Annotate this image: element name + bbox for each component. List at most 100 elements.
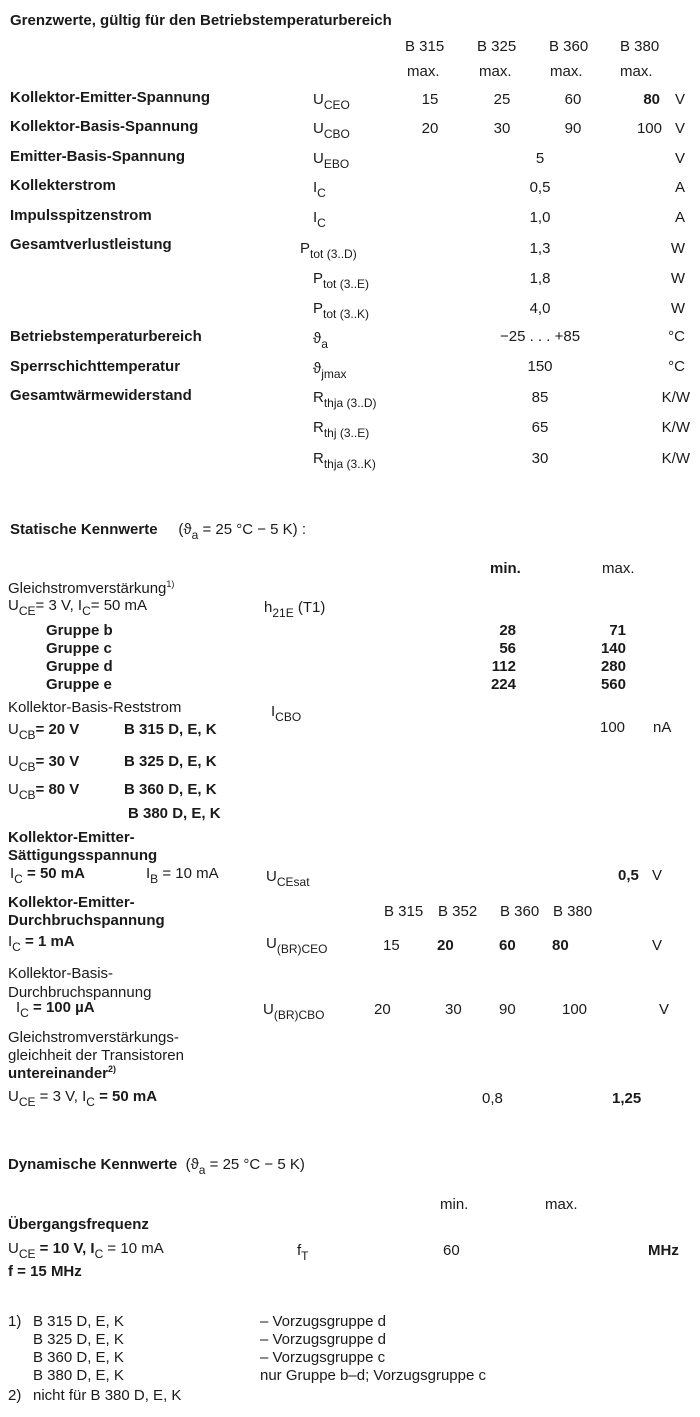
value: 30 bbox=[493, 120, 511, 137]
match-label: Gleichstromverstärkungs- bbox=[8, 1029, 179, 1046]
bcbo-symbol: U(BR)CBO bbox=[263, 1001, 325, 1022]
bceo-condition: IC = 1 mA bbox=[8, 933, 75, 954]
unit: K/W bbox=[661, 389, 690, 406]
unit: W bbox=[670, 270, 685, 287]
group-min: 224 bbox=[490, 676, 516, 693]
footnote-type: B 325 D, E, K bbox=[33, 1331, 124, 1348]
param-label: Gesamtverlustleistung bbox=[10, 236, 172, 253]
param-label: Kollektor-Emitter-Spannung bbox=[10, 89, 211, 106]
unit: V bbox=[674, 120, 685, 137]
sat-condition: IC = 50 mA bbox=[10, 865, 85, 886]
max-label: max. bbox=[545, 1196, 578, 1213]
unit: W bbox=[670, 240, 685, 257]
value: 150 bbox=[527, 358, 553, 375]
param-label: Sperrschichttemperatur bbox=[10, 358, 181, 375]
value: 85 bbox=[531, 389, 549, 406]
unit: A bbox=[674, 209, 685, 226]
limits-title: Grenzwerte, gültig für den Betriebstempe… bbox=[10, 12, 392, 29]
match-min: 0,8 bbox=[482, 1090, 503, 1107]
value: 1,3 bbox=[529, 240, 551, 257]
unit: W bbox=[670, 300, 685, 317]
icbo-types: B 380 D, E, K bbox=[128, 805, 221, 822]
symbol: Ptot (3..D) bbox=[300, 240, 357, 261]
ft-symbol: fT bbox=[297, 1242, 309, 1263]
gain-symbol: h21E (T1) bbox=[264, 599, 326, 620]
param-label: Impulsspitzenstrom bbox=[10, 207, 152, 224]
value: 100 bbox=[636, 120, 662, 137]
col-header: B 360 bbox=[549, 38, 589, 55]
param-label: Gesamtwärmewiderstand bbox=[10, 387, 192, 404]
max-label: max. bbox=[602, 560, 635, 577]
icbo-types: B 325 D, E, K bbox=[124, 753, 217, 770]
value: 90 bbox=[499, 1001, 516, 1018]
ft-condition: f = 15 MHz bbox=[8, 1263, 82, 1280]
col-header: B 315 bbox=[384, 903, 424, 920]
group-max: 560 bbox=[600, 676, 626, 693]
symbol: UEBO bbox=[313, 150, 350, 171]
col-header: B 352 bbox=[438, 903, 478, 920]
footnote-type: B 360 D, E, K bbox=[33, 1349, 124, 1366]
icbo-condition: UCB= 30 V bbox=[8, 753, 80, 774]
sat-condition: IB = 10 mA bbox=[146, 865, 219, 886]
symbol: Ptot (3..E) bbox=[313, 270, 370, 291]
icbo-types: B 315 D, E, K bbox=[124, 721, 217, 738]
value: 4,0 bbox=[529, 300, 551, 317]
min-label: min. bbox=[440, 1196, 469, 1213]
unit: V bbox=[674, 91, 685, 108]
value: 30 bbox=[531, 450, 549, 467]
gain-label: Gleichstromverstärkung1) bbox=[8, 579, 175, 598]
value: 1,0 bbox=[529, 209, 551, 226]
static-title: Statische Kennwerte (ϑa = 25 °C − 5 K) : bbox=[10, 521, 306, 542]
symbol: ϑjmax bbox=[313, 360, 347, 381]
unit: V bbox=[659, 1001, 670, 1018]
sat-label: Sättigungsspannung bbox=[8, 847, 158, 864]
col-header: B 380 bbox=[553, 903, 593, 920]
value: −25 . . . +85 bbox=[499, 328, 581, 345]
value: 15 bbox=[383, 937, 400, 954]
unit: V bbox=[674, 150, 685, 167]
symbol: Rthj (3..E) bbox=[313, 419, 370, 440]
icbo-symbol: ICBO bbox=[271, 703, 302, 724]
bcbo-label: Durchbruchspannung bbox=[8, 984, 152, 1001]
sat-symbol: UCEsat bbox=[266, 868, 310, 889]
value: 60 bbox=[564, 91, 582, 108]
value: 15 bbox=[421, 91, 439, 108]
dynamic-title: Dynamische Kennwerte (ϑa = 25 °C − 5 K) bbox=[8, 1156, 305, 1177]
footnote-note: – Vorzugsgruppe c bbox=[260, 1349, 386, 1366]
match-label: gleichheit der Transistoren bbox=[8, 1047, 184, 1064]
group-label: Gruppe e bbox=[46, 676, 112, 693]
symbol: Rthja (3..D) bbox=[313, 389, 377, 410]
footnote-note: – Vorzugsgruppe d bbox=[260, 1313, 386, 1330]
max-label: max. bbox=[479, 63, 512, 80]
value: 5 bbox=[535, 150, 545, 167]
group-max: 140 bbox=[600, 640, 626, 657]
footnote-type: B 380 D, E, K bbox=[33, 1367, 124, 1384]
value: 65 bbox=[531, 419, 549, 436]
footnote-marker: 1) bbox=[8, 1313, 22, 1330]
sat-label: Kollektor-Emitter- bbox=[8, 829, 135, 846]
icbo-condition: UCB= 80 V bbox=[8, 781, 80, 802]
max-label: max. bbox=[620, 63, 653, 80]
bceo-label: Durchbruchspannung bbox=[8, 912, 165, 929]
col-header: B 325 bbox=[477, 38, 517, 55]
unit: °C bbox=[668, 328, 685, 345]
col-header: B 380 bbox=[620, 38, 660, 55]
unit: A bbox=[674, 179, 685, 196]
value: 25 bbox=[493, 91, 511, 108]
icbo-types: B 360 D, E, K bbox=[124, 781, 217, 798]
param-label: Emitter-Basis-Spannung bbox=[10, 148, 186, 165]
group-label: Gruppe c bbox=[46, 640, 112, 657]
footnote-note: – Vorzugsgruppe d bbox=[260, 1331, 386, 1348]
symbol: ϑa bbox=[313, 330, 328, 351]
sat-unit: V bbox=[652, 867, 663, 884]
group-min: 56 bbox=[499, 640, 516, 657]
symbol: UCBO bbox=[313, 120, 350, 141]
symbol: IC bbox=[313, 179, 326, 200]
group-label: Gruppe b bbox=[46, 622, 113, 639]
symbol: UCEO bbox=[313, 91, 350, 112]
footnote-note: nur Gruppe b–d; Vorzugsgruppe c bbox=[260, 1367, 486, 1384]
match-condition: UCE = 3 V, IC = 50 mA bbox=[8, 1088, 158, 1109]
bceo-symbol: U(BR)CEO bbox=[266, 935, 328, 956]
max-label: max. bbox=[550, 63, 583, 80]
value: 0,5 bbox=[529, 179, 551, 196]
